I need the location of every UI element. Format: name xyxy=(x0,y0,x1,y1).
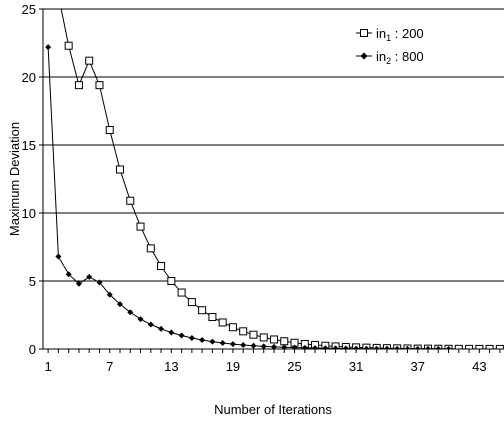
data-point-diamond xyxy=(353,345,360,349)
data-point-diamond xyxy=(271,343,277,349)
x-tick-label: 37 xyxy=(410,359,424,374)
x-tick-label: 7 xyxy=(106,359,113,374)
data-point-square xyxy=(208,313,217,322)
data-point-diamond xyxy=(312,345,319,349)
legend-label-series-2: in2 : 800 xyxy=(376,49,424,66)
data-point-square xyxy=(64,41,73,50)
data-point-diamond xyxy=(65,271,72,278)
data-point-diamond xyxy=(229,341,236,348)
y-tick-label: 10 xyxy=(22,206,36,221)
data-point-square xyxy=(239,327,248,336)
data-point-square xyxy=(280,337,289,346)
data-point-square xyxy=(187,298,196,307)
data-point-diamond xyxy=(240,342,247,349)
data-point-square xyxy=(126,196,135,205)
data-point-diamond xyxy=(363,345,370,349)
data-point-square xyxy=(270,335,278,344)
data-point-diamond xyxy=(209,338,216,345)
legend-entry-series-1: in1 : 200 xyxy=(356,26,424,43)
data-point-diamond xyxy=(158,325,165,332)
data-point-diamond xyxy=(394,345,401,349)
data-point-square xyxy=(249,330,258,339)
data-point-diamond xyxy=(373,345,380,349)
data-point-square xyxy=(136,222,145,231)
data-point-diamond xyxy=(383,345,390,349)
data-point-diamond xyxy=(147,321,154,328)
data-point-square xyxy=(116,165,124,174)
x-tick-label: 25 xyxy=(287,359,301,374)
data-point-square xyxy=(228,323,237,332)
data-point-diamond xyxy=(342,345,349,349)
x-tick-label: 13 xyxy=(164,359,178,374)
y-axis-title: Maximum Deviation xyxy=(7,122,22,236)
x-tick-label: 31 xyxy=(349,359,363,374)
data-point-diamond xyxy=(445,345,452,349)
data-point-diamond xyxy=(178,332,185,339)
data-point-square xyxy=(95,81,104,90)
series-1 xyxy=(60,9,504,349)
x-tick-label: 43 xyxy=(472,359,486,374)
data-point-square xyxy=(157,262,166,271)
data-point-diamond xyxy=(86,273,93,280)
data-point-diamond xyxy=(425,345,431,349)
x-tick-label: 19 xyxy=(226,359,240,374)
data-point-square xyxy=(167,277,176,285)
legend: in1 : 200 in2 : 800 xyxy=(356,26,424,66)
data-point-diamond xyxy=(404,345,411,349)
data-point-diamond xyxy=(435,345,442,349)
data-point-diamond xyxy=(168,329,175,336)
y-tick-label: 15 xyxy=(22,138,36,153)
data-point-diamond xyxy=(137,316,144,323)
legend-marker-square xyxy=(360,29,368,37)
data-point-diamond xyxy=(219,340,226,347)
data-point-diamond xyxy=(55,253,62,260)
data-point-diamond xyxy=(75,280,82,287)
data-point-diamond xyxy=(250,342,257,349)
y-tick-label: 0 xyxy=(29,342,36,357)
data-point-diamond xyxy=(96,279,103,286)
series-line-1 xyxy=(60,9,500,349)
data-point-diamond xyxy=(332,345,339,349)
data-point-diamond xyxy=(45,44,52,51)
series-line-2 xyxy=(47,47,449,349)
series-2 xyxy=(45,44,452,349)
data-point-diamond xyxy=(188,334,195,341)
legend-marker-diamond xyxy=(360,52,368,60)
data-point-diamond xyxy=(281,344,288,349)
data-point-square xyxy=(85,56,94,65)
data-point-square xyxy=(146,244,155,253)
data-point-square xyxy=(259,333,268,342)
data-point-diamond xyxy=(301,344,308,349)
data-point-square xyxy=(198,306,207,315)
data-point-diamond xyxy=(260,343,267,349)
y-tick-label: 5 xyxy=(29,274,36,289)
data-point-diamond xyxy=(117,301,123,308)
data-point-diamond xyxy=(322,345,329,349)
data-point-diamond xyxy=(291,344,298,349)
data-point-square xyxy=(74,81,83,90)
data-point-diamond xyxy=(199,337,206,344)
data-point-diamond xyxy=(127,309,134,316)
y-tick-label: 25 xyxy=(22,2,36,17)
data-point-diamond xyxy=(106,291,113,298)
data-point-square xyxy=(218,318,227,327)
legend-label-series-1: in1 : 200 xyxy=(376,26,424,43)
y-tick-label: 20 xyxy=(22,70,36,85)
data-point-square xyxy=(177,288,186,297)
x-axis-title: Number of Iterations xyxy=(214,402,332,417)
x-tick-label: 1 xyxy=(45,359,52,374)
legend-entry-series-2: in2 : 800 xyxy=(356,49,424,66)
data-point-square xyxy=(105,126,114,135)
data-point-diamond xyxy=(414,345,421,349)
